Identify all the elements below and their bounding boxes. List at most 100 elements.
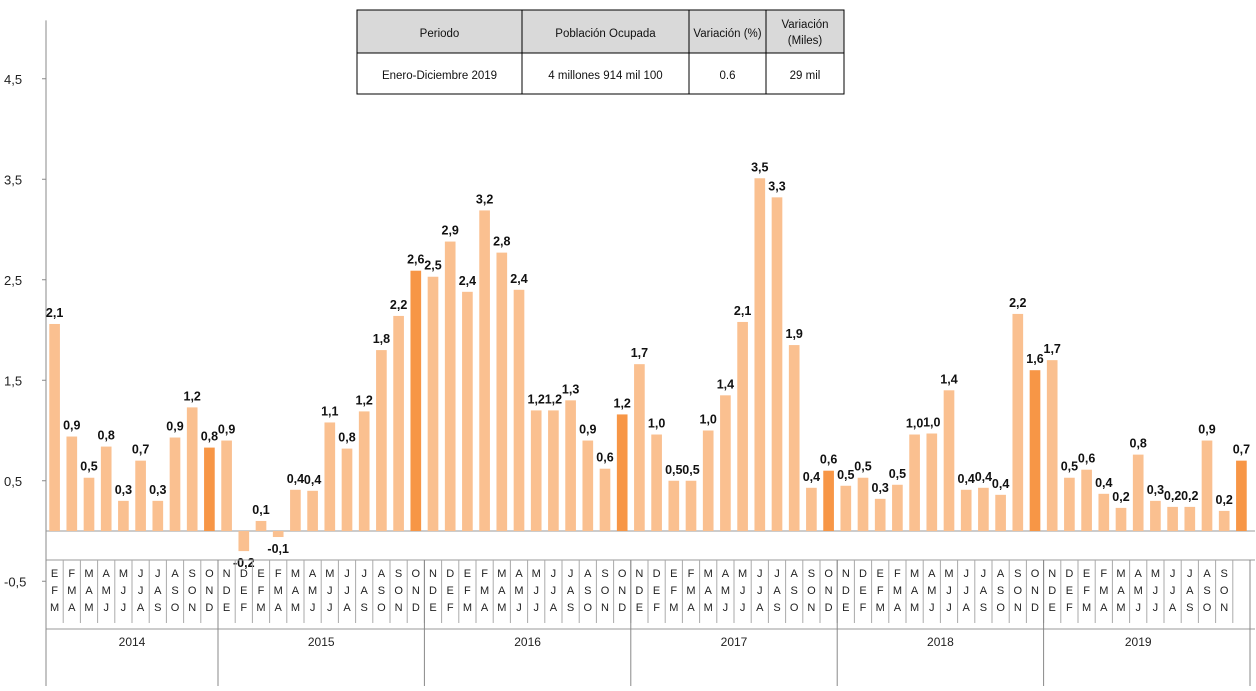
data-label: 1,2	[528, 392, 545, 406]
data-label: 0,3	[1147, 483, 1164, 497]
data-label: 0,5	[80, 460, 97, 474]
data-label: 1,0	[700, 413, 717, 427]
month-label: A	[980, 585, 988, 597]
month-label: M	[910, 568, 919, 580]
month-label: A	[773, 585, 781, 597]
month-label: D	[1048, 585, 1056, 597]
month-label: E	[240, 585, 247, 597]
month-label: N	[618, 585, 626, 597]
month-label: S	[1186, 602, 1193, 614]
bar	[582, 440, 594, 531]
bar	[513, 289, 525, 531]
month-label: A	[85, 585, 93, 597]
month-label: M	[704, 602, 713, 614]
bar	[720, 395, 731, 531]
table-header-cell	[521, 9, 690, 54]
month-label: F	[68, 568, 75, 580]
bar	[668, 480, 680, 531]
bar	[1081, 469, 1092, 531]
data-label: 0,9	[166, 420, 183, 434]
bar	[1184, 506, 1196, 531]
data-label: 1,4	[940, 372, 957, 386]
month-label: O	[996, 602, 1005, 614]
month-label: O	[618, 568, 627, 580]
month-label: N	[395, 602, 403, 614]
month-label: A	[584, 568, 592, 580]
bars-group	[49, 178, 1247, 552]
bar	[496, 252, 508, 531]
month-label: A	[292, 585, 300, 597]
month-label: A	[498, 585, 506, 597]
month-label: J	[551, 585, 557, 597]
bar	[874, 498, 886, 531]
month-label: E	[670, 568, 677, 580]
month-label: N	[429, 568, 437, 580]
bar	[823, 470, 834, 531]
data-label: 2,6	[407, 253, 424, 267]
data-label: 2,9	[442, 224, 459, 238]
bar	[685, 480, 697, 531]
data-label: 0,5	[665, 463, 682, 477]
data-label: 2,2	[390, 298, 407, 312]
bar	[427, 276, 439, 531]
month-label: O	[394, 585, 403, 597]
month-label: E	[859, 585, 866, 597]
table-header-text: Población Ocupada	[555, 28, 656, 40]
month-label: O	[584, 602, 593, 614]
year-label: 2014	[119, 635, 146, 649]
y-tick-label: 4,5	[4, 72, 22, 87]
data-label: 1,1	[321, 404, 338, 418]
bar	[651, 434, 662, 531]
month-label: J	[740, 602, 746, 614]
data-label: 0,4	[1095, 476, 1112, 490]
data-label: 2,1	[734, 304, 751, 318]
month-label: O	[824, 568, 833, 580]
month-label: A	[137, 602, 145, 614]
month-label: S	[361, 602, 368, 614]
month-label: A	[1117, 585, 1125, 597]
bar	[204, 447, 215, 531]
month-label: J	[723, 602, 729, 614]
bar	[169, 437, 181, 531]
summary-table: Periodo Enero-Diciembre 2019 Población Ocu…	[356, 9, 845, 95]
month-label: J	[757, 568, 763, 580]
month-label: M	[1082, 602, 1091, 614]
bar	[290, 489, 301, 531]
month-label: J	[138, 568, 144, 580]
month-label: A	[171, 568, 179, 580]
month-label: M	[1116, 568, 1125, 580]
month-label: J	[344, 585, 350, 597]
month-label: J	[533, 585, 539, 597]
data-label: 0,4	[958, 472, 975, 486]
month-label: M	[325, 568, 334, 580]
month-label: F	[275, 568, 282, 580]
table-body-text: 29 mil	[790, 70, 821, 82]
month-label: E	[257, 568, 264, 580]
year-label: 2015	[308, 635, 335, 649]
data-label: 0,8	[338, 431, 355, 445]
bar	[926, 433, 938, 531]
bar	[1046, 360, 1058, 531]
bar	[1201, 440, 1213, 531]
bar	[1236, 460, 1247, 531]
data-label: 0,5	[854, 460, 871, 474]
month-label: M	[532, 568, 541, 580]
bar	[410, 270, 422, 531]
month-label: A	[1135, 568, 1143, 580]
bar	[238, 531, 250, 552]
data-label: 3,3	[768, 179, 785, 193]
month-label: A	[154, 585, 162, 597]
month-label: F	[447, 602, 454, 614]
month-label: J	[103, 602, 109, 614]
month-label: A	[1186, 585, 1194, 597]
month-label: M	[704, 568, 713, 580]
month-label: M	[893, 585, 902, 597]
month-label: A	[378, 568, 386, 580]
month-label: J	[516, 602, 522, 614]
month-label: A	[309, 568, 317, 580]
bar	[565, 400, 576, 531]
month-label: M	[291, 602, 300, 614]
bar	[1132, 454, 1144, 531]
month-label: M	[876, 602, 885, 614]
